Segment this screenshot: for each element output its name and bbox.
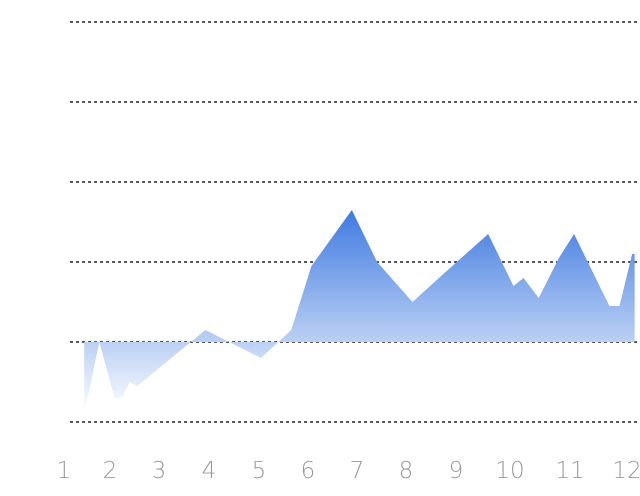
x-tick-label: 1 <box>57 458 72 484</box>
x-tick-label: 7 <box>350 458 365 484</box>
area-series <box>84 210 635 414</box>
x-tick-label: 11 <box>555 458 584 484</box>
x-tick-label: 5 <box>252 458 267 484</box>
x-tick-label: 4 <box>202 458 217 484</box>
x-tick-label: 2 <box>103 458 118 484</box>
x-tick-label: 6 <box>301 458 316 484</box>
area-fill <box>84 210 635 414</box>
x-tick-label: 10 <box>495 458 524 484</box>
x-tick-label: 3 <box>152 458 167 484</box>
x-axis-tick-labels: 1 2 3 4 5 6 7 8 9 10 11 12 <box>57 458 640 484</box>
x-tick-label: 9 <box>449 458 464 484</box>
x-tick-label: 12 <box>612 458 640 484</box>
x-tick-label: 8 <box>399 458 414 484</box>
